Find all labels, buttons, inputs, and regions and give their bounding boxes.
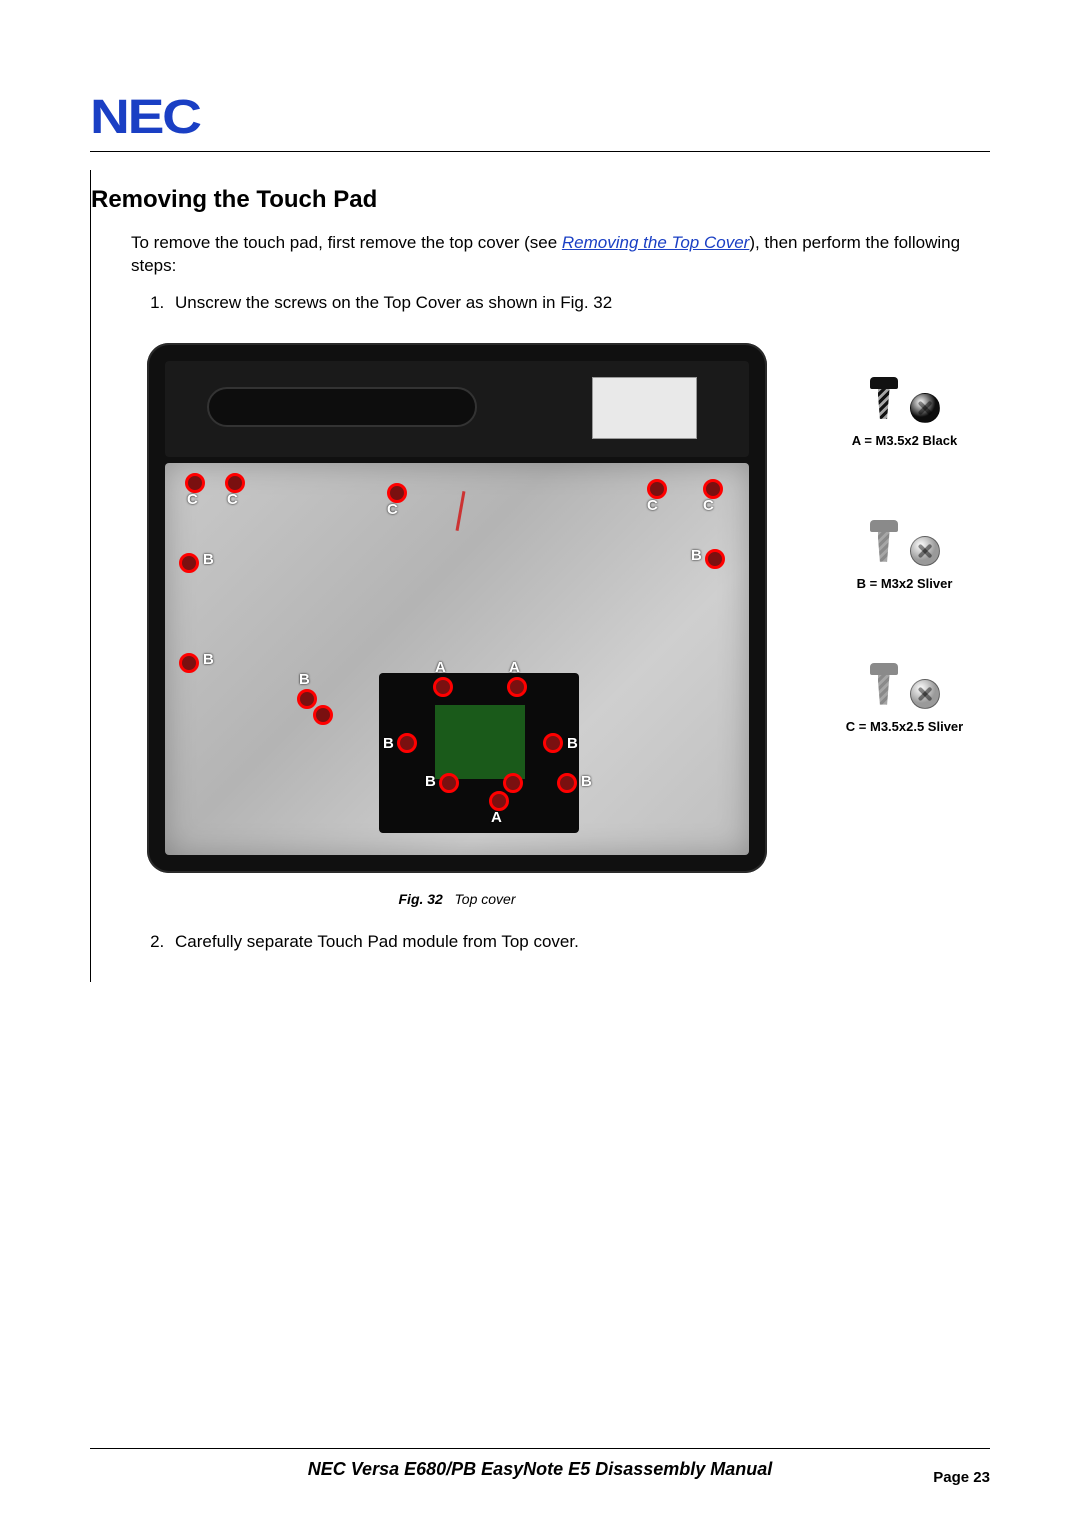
- footer: NEC Versa E680/PB EasyNote E5 Disassembl…: [90, 1448, 990, 1480]
- intro-paragraph: To remove the touch pad, first remove th…: [131, 232, 982, 278]
- screw-marker-label: B: [425, 773, 436, 790]
- top-cover-photo: C C C C C B B B B B B B B A A A: [147, 343, 767, 873]
- screw-marker-label: B: [299, 671, 310, 688]
- screw-marker-label: B: [203, 651, 214, 668]
- screw-marker-label: C: [187, 491, 198, 508]
- step-1: Unscrew the screws on the Top Cover as s…: [169, 292, 1002, 315]
- figure-caption: Fig. 32 Top cover: [147, 891, 767, 907]
- legend-b: B = M3x2 Sliver: [807, 520, 1002, 593]
- legend-b-label: B = M3x2 Sliver: [857, 576, 953, 593]
- screw-b-side-icon: [870, 520, 898, 566]
- figure-32: C C C C C B B B B B B B B A A A Fig. 32 Top cover: [147, 343, 767, 907]
- section-title: Removing the Touch Pad: [91, 186, 1002, 214]
- screw-marker: [179, 553, 199, 573]
- screw-marker: [503, 773, 523, 793]
- screw-a-side-icon: [870, 377, 898, 423]
- screw-marker-label: C: [647, 497, 658, 514]
- screw-marker: [703, 479, 723, 499]
- screw-marker: [439, 773, 459, 793]
- screw-marker-label: C: [227, 491, 238, 508]
- left-border: [90, 170, 91, 982]
- screw-marker-label: B: [567, 735, 578, 752]
- intro-prefix: To remove the touch pad, first remove th…: [131, 233, 562, 252]
- screw-marker-label: B: [383, 735, 394, 752]
- screw-marker: [647, 479, 667, 499]
- screw-marker-label: B: [581, 773, 592, 790]
- screw-c-top-icon: [910, 679, 940, 709]
- screw-marker-label: A: [509, 659, 520, 676]
- page: NEC Removing the Touch Pad To remove the…: [0, 0, 1080, 1528]
- screw-marker: [179, 653, 199, 673]
- footer-rule: [90, 1448, 990, 1449]
- main-column: Removing the Touch Pad To remove the tou…: [91, 170, 1002, 982]
- step-list-2: Carefully separate Touch Pad module from…: [169, 931, 1002, 954]
- screw-marker-label: C: [387, 501, 398, 518]
- screw-marker: [507, 677, 527, 697]
- screw-b-top-icon: [910, 536, 940, 566]
- screw-marker: [543, 733, 563, 753]
- step-list: Unscrew the screws on the Top Cover as s…: [169, 292, 1002, 315]
- legend-a-label: A = M3.5x2 Black: [852, 433, 957, 450]
- screw-marker-label: B: [691, 547, 702, 564]
- screw-marker-label: A: [491, 809, 502, 826]
- figure-row: C C C C C B B B B B B B B A A A Fig. 32 Top cover A = M…: [147, 343, 1002, 907]
- figure-caption-text: Top cover: [455, 891, 516, 907]
- step-2: Carefully separate Touch Pad module from…: [169, 931, 1002, 954]
- legend-c: C = M3.5x2.5 Sliver: [807, 663, 1002, 736]
- screw-marker-label: B: [203, 551, 214, 568]
- screw-marker: [185, 473, 205, 493]
- header-rule: [90, 151, 990, 152]
- legend-a: A = M3.5x2 Black: [807, 377, 1002, 450]
- screw-marker-label: C: [703, 497, 714, 514]
- screw-marker: [297, 689, 317, 709]
- screw-marker-label: A: [435, 659, 446, 676]
- screw-marker: [387, 483, 407, 503]
- screw-c-side-icon: [870, 663, 898, 709]
- screw-marker: [313, 705, 333, 725]
- legend-c-label: C = M3.5x2.5 Sliver: [846, 719, 963, 736]
- footer-title: NEC Versa E680/PB EasyNote E5 Disassembl…: [308, 1459, 773, 1480]
- screw-a-top-icon: [910, 393, 940, 423]
- screw-marker: [489, 791, 509, 811]
- figure-number: Fig. 32: [399, 891, 443, 907]
- nec-logo: NEC: [90, 90, 1080, 145]
- screw-marker: [397, 733, 417, 753]
- content-row: Removing the Touch Pad To remove the tou…: [90, 170, 990, 982]
- screw-legend: A = M3.5x2 Black B = M3x2 Sliver: [807, 343, 1002, 736]
- screw-marker: [557, 773, 577, 793]
- link-removing-top-cover[interactable]: Removing the Top Cover: [562, 233, 749, 252]
- screw-marker: [225, 473, 245, 493]
- screw-marker: [705, 549, 725, 569]
- footer-page: Page 23: [933, 1469, 990, 1486]
- screw-marker: [433, 677, 453, 697]
